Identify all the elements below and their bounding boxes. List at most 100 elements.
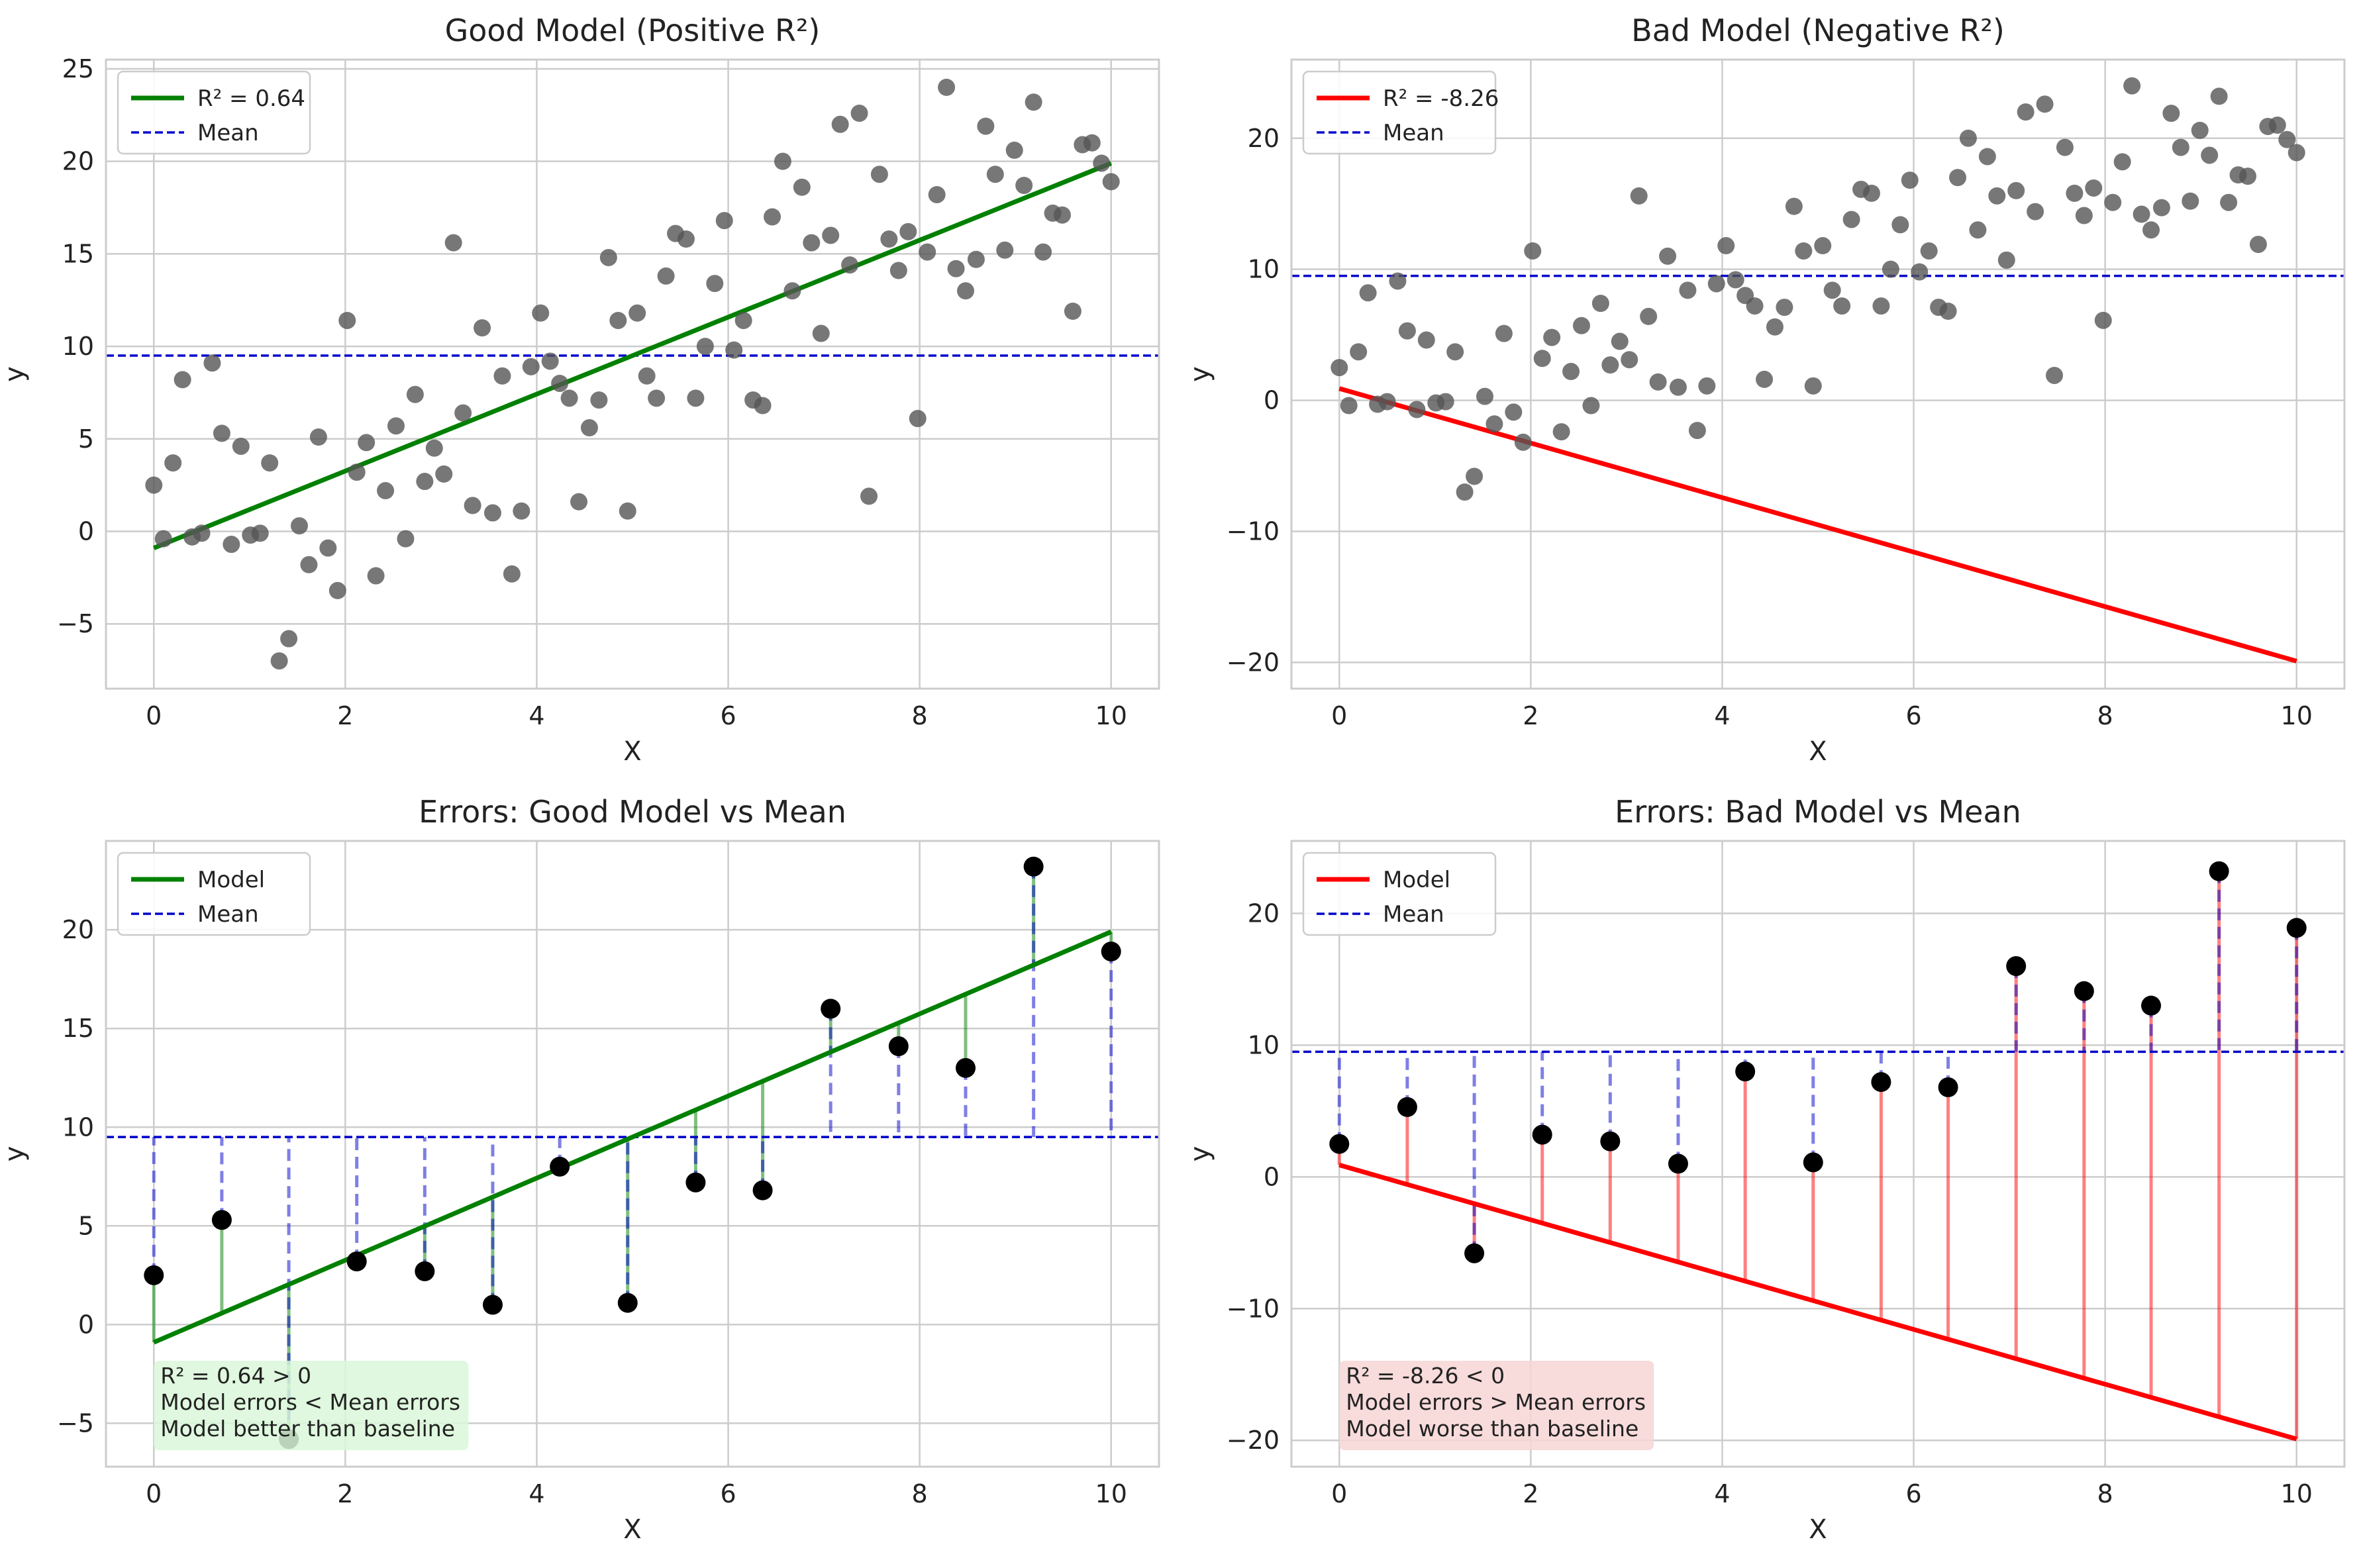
y-tick-label: 10 xyxy=(62,1112,94,1142)
legend-frame xyxy=(117,70,311,155)
y-tick-label: 20 xyxy=(62,147,94,176)
data-point xyxy=(482,1295,503,1315)
data-point xyxy=(1871,1072,1891,1093)
data-point xyxy=(677,230,695,248)
data-point xyxy=(1823,281,1841,299)
data-point xyxy=(1776,299,1793,317)
x-tick-label: 0 xyxy=(1331,701,1347,730)
data-point xyxy=(1601,356,1619,374)
data-point xyxy=(1464,1243,1485,1263)
data-point xyxy=(783,282,801,300)
legend-label: R² = -8.26 xyxy=(1383,85,1499,112)
axes-frame xyxy=(105,58,1160,690)
data-point xyxy=(1938,1077,1958,1098)
x-axis-label: X xyxy=(623,736,641,767)
data-point xyxy=(2191,121,2209,139)
data-point xyxy=(2133,205,2150,223)
legend: Model Mean xyxy=(1302,852,1497,936)
legend-label: Model xyxy=(1383,867,1450,893)
y-tick-label: 25 xyxy=(62,54,94,83)
data-point xyxy=(1466,467,1483,485)
data-point xyxy=(841,256,859,274)
x-tick-label: 2 xyxy=(337,1479,353,1508)
data-point xyxy=(831,115,849,133)
data-point xyxy=(764,208,781,226)
y-tick-label: −5 xyxy=(57,609,94,638)
y-tick-label: −10 xyxy=(1227,517,1280,546)
data-point xyxy=(2209,861,2229,881)
legend-label: Mean xyxy=(1383,901,1444,928)
y-tick-label: 0 xyxy=(1264,386,1280,415)
data-point xyxy=(1727,271,1744,289)
data-point xyxy=(1023,856,1044,877)
data-point xyxy=(715,212,733,230)
y-axis-label: y xyxy=(1185,366,1215,382)
data-point xyxy=(1533,350,1551,368)
annotation-text: Model better than baseline xyxy=(160,1416,455,1442)
data-point xyxy=(734,311,752,329)
data-point xyxy=(1397,1097,1417,1117)
y-tick-label: 20 xyxy=(1248,124,1280,153)
data-point xyxy=(522,358,540,375)
data-point xyxy=(793,178,811,196)
data-point xyxy=(2007,181,2025,199)
data-point xyxy=(1707,275,1725,293)
annotation-text: R² = -8.26 < 0 xyxy=(1346,1363,1505,1389)
data-point xyxy=(223,536,240,554)
data-point xyxy=(1795,242,1813,260)
data-point xyxy=(986,166,1004,183)
data-point xyxy=(2220,193,2238,211)
data-point xyxy=(416,473,434,491)
data-point xyxy=(888,1036,909,1057)
data-point xyxy=(996,241,1014,259)
data-point xyxy=(1669,378,1687,396)
subplot-1: 0 2 4 6 8 10 −5 0 5 10 15 20 25 Xy Good Model (Positiv… xyxy=(0,13,1160,767)
data-point xyxy=(628,304,646,322)
data-point xyxy=(1552,423,1570,441)
y-tick-label: 10 xyxy=(1248,255,1280,284)
data-point xyxy=(541,352,559,370)
data-point xyxy=(1331,359,1348,377)
data-point xyxy=(1102,173,1120,191)
data-point xyxy=(1543,328,1561,346)
data-point xyxy=(956,1057,976,1078)
data-point xyxy=(232,437,250,455)
x-tick-label: 4 xyxy=(528,701,544,730)
y-tick-label: 0 xyxy=(78,1310,94,1339)
data-point xyxy=(1668,1153,1688,1174)
x-tick-label: 2 xyxy=(1523,701,1538,730)
data-point xyxy=(2210,87,2228,105)
data-point xyxy=(1034,243,1052,261)
legend-label: Mean xyxy=(197,901,259,928)
data-point xyxy=(550,1156,570,1177)
data-point xyxy=(1814,237,1832,255)
data-point xyxy=(1005,141,1023,159)
y-tick-label: 15 xyxy=(62,239,94,268)
data-point xyxy=(367,567,385,585)
data-point xyxy=(493,367,511,385)
data-point xyxy=(909,410,927,428)
data-point xyxy=(1688,422,1706,440)
data-point xyxy=(1959,129,1977,147)
data-point xyxy=(1911,263,1929,281)
x-tick-label: 2 xyxy=(337,701,353,730)
axes-frame xyxy=(105,840,1160,1468)
y-tick-label: 15 xyxy=(62,1014,94,1043)
data-point xyxy=(1495,324,1513,342)
data-point xyxy=(928,185,946,203)
legend-label: Mean xyxy=(1383,120,1444,146)
data-point xyxy=(464,497,481,514)
x-axis-label: X xyxy=(1809,1514,1827,1545)
data-point xyxy=(2066,184,2084,202)
data-point xyxy=(1532,1124,1552,1145)
legend-frame xyxy=(1302,70,1497,155)
data-point xyxy=(300,556,318,573)
x-tick-label: 4 xyxy=(1714,1479,1730,1508)
data-point xyxy=(1939,303,1957,320)
data-point xyxy=(346,1251,367,1271)
data-point xyxy=(1659,247,1677,265)
data-point xyxy=(803,234,821,252)
data-point xyxy=(560,389,578,407)
data-point xyxy=(1591,295,1609,313)
